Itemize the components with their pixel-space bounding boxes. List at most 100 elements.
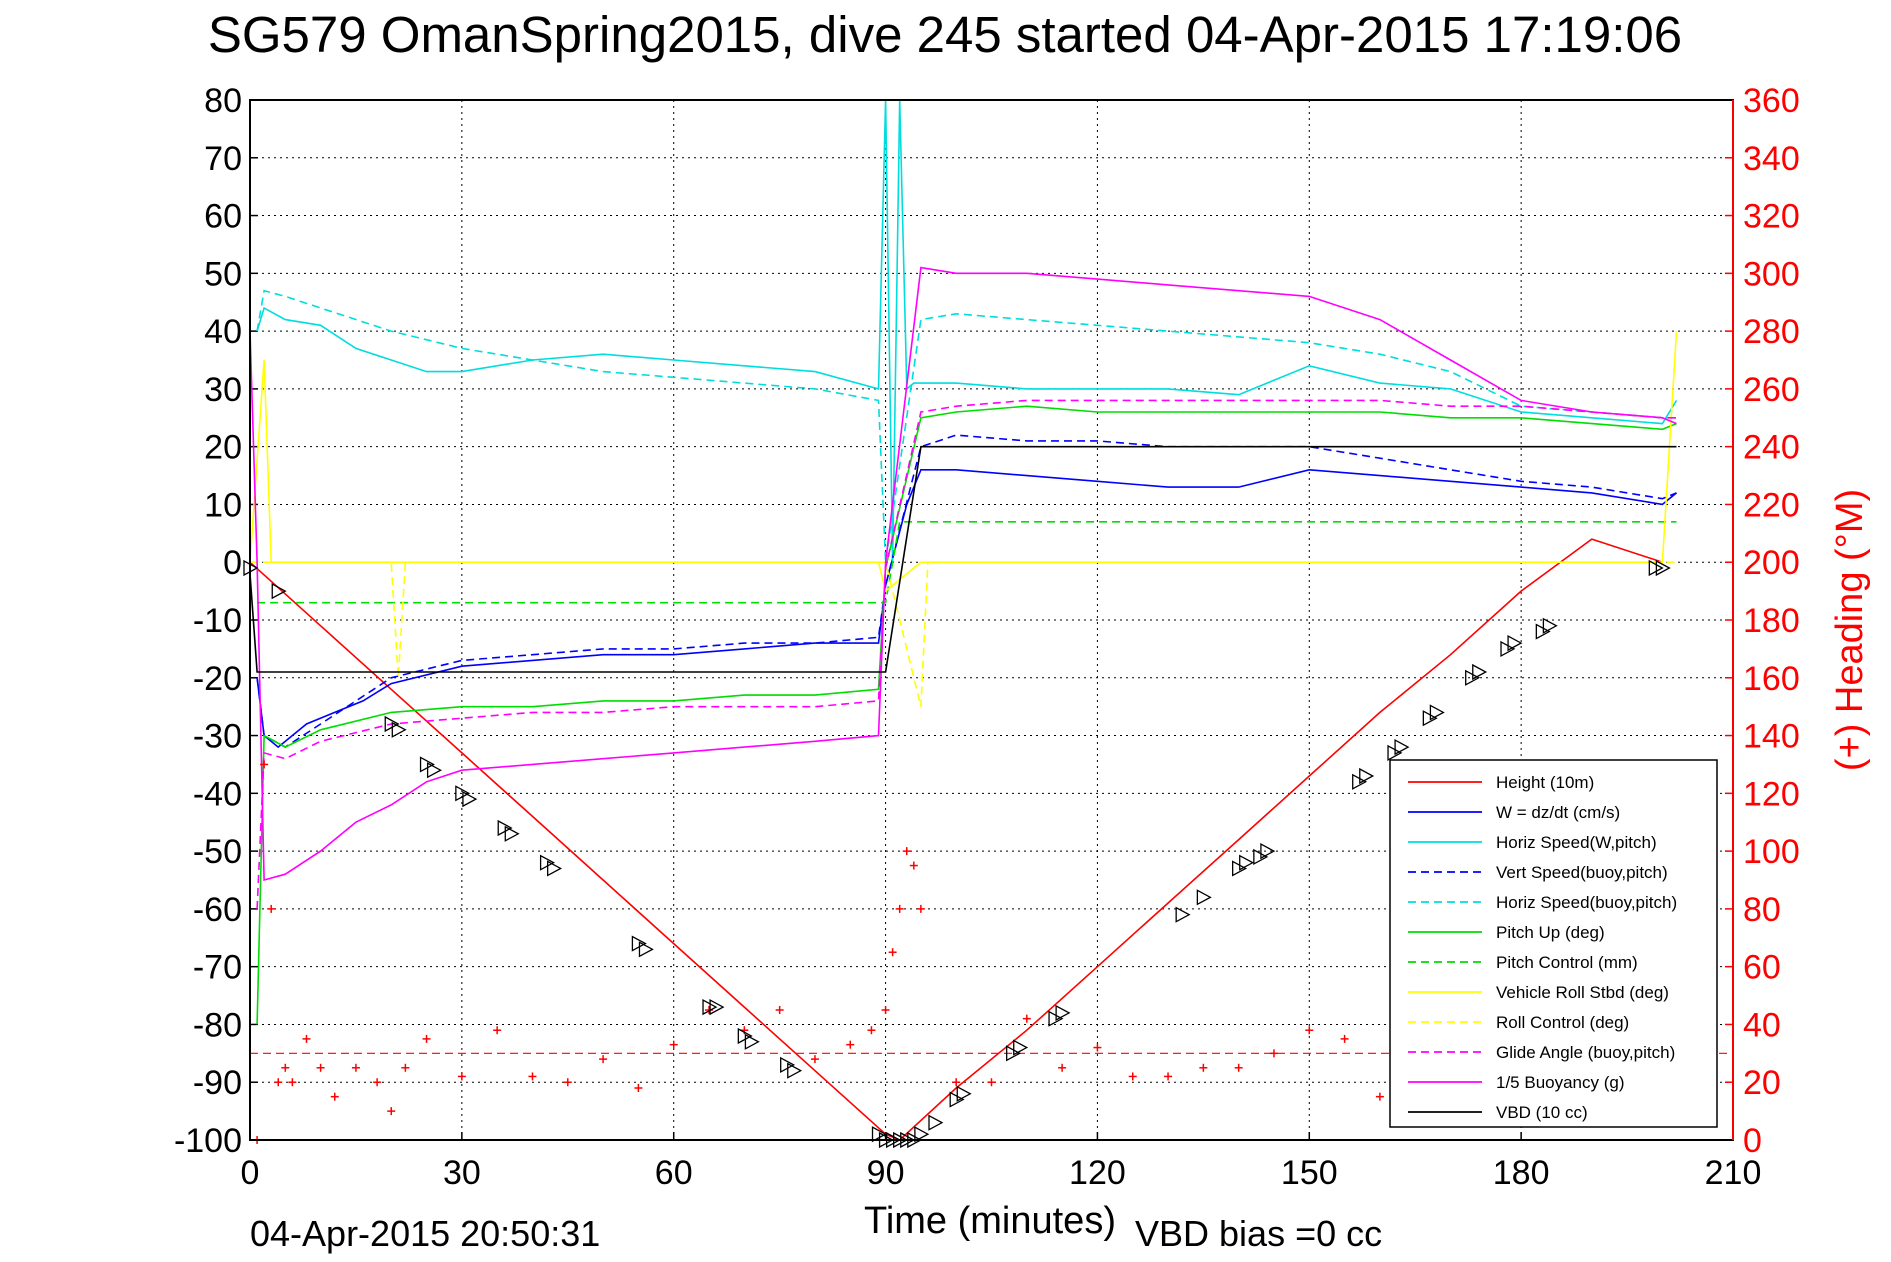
dive-triangle-marker bbox=[1655, 559, 1671, 577]
x-tick-label: 0 bbox=[241, 1154, 260, 1192]
heading-marker bbox=[563, 1078, 572, 1087]
y-tick-label: 0 bbox=[223, 544, 242, 582]
legend-label: Pitch Up (deg) bbox=[1496, 923, 1605, 942]
series-line-w-dz-dt-cm-s bbox=[256, 468, 1678, 749]
y-tick-label: -100 bbox=[174, 1122, 242, 1160]
y2-tick-label: 40 bbox=[1743, 1006, 1781, 1044]
heading-marker bbox=[1340, 1034, 1349, 1043]
x-axis: 0 30 60 90 120 150 180 210 bbox=[241, 1132, 1761, 1192]
y-tick-label: 20 bbox=[204, 429, 242, 467]
series-line-pitch-control-mm bbox=[257, 520, 1677, 604]
heading-marker bbox=[1375, 1092, 1384, 1101]
y2-tick-label: 320 bbox=[1743, 198, 1800, 236]
heading-marker bbox=[881, 1006, 890, 1014]
heading-marker bbox=[1269, 1049, 1278, 1058]
y2-axis-label: (+) Heading (°M) bbox=[1829, 489, 1871, 771]
y2-tick-label: 0 bbox=[1743, 1122, 1762, 1160]
y-tick-label: -20 bbox=[193, 660, 242, 698]
y2-tick-label: 340 bbox=[1743, 140, 1800, 178]
y-tick-label: -80 bbox=[193, 1006, 242, 1044]
footer-date: 04-Apr-2015 20:50:31 bbox=[250, 1213, 600, 1254]
heading-marker bbox=[888, 948, 897, 957]
y-tick-label: 60 bbox=[204, 198, 242, 236]
x-tick-label: 120 bbox=[1069, 1154, 1126, 1192]
x-tick-label: 60 bbox=[655, 1154, 693, 1192]
dive-triangle-marker bbox=[391, 721, 407, 738]
y-tick-label: -30 bbox=[193, 718, 242, 756]
heading-marker bbox=[281, 1063, 290, 1072]
dive-triangle-marker bbox=[1239, 854, 1255, 871]
series-line-roll-control-deg bbox=[250, 561, 1677, 707]
x-tick-label: 90 bbox=[867, 1154, 905, 1192]
y2-tick-label: 200 bbox=[1743, 544, 1800, 582]
dive-triangle-marker bbox=[914, 1126, 930, 1143]
y-tick-label: -10 bbox=[193, 602, 242, 640]
y-tick-label: -60 bbox=[193, 891, 242, 929]
heading-marker bbox=[599, 1055, 608, 1064]
dive-triangle-marker bbox=[271, 583, 287, 600]
heading-marker bbox=[810, 1055, 819, 1064]
heading-marker bbox=[387, 1107, 396, 1116]
y2-tick-label: 100 bbox=[1743, 833, 1800, 871]
dive-triangle-marker bbox=[709, 999, 725, 1016]
legend-label: Pitch Control (mm) bbox=[1496, 953, 1638, 972]
heading-marker bbox=[1164, 1072, 1173, 1081]
x-tick-label: 30 bbox=[443, 1154, 481, 1192]
y-tick-label: -50 bbox=[193, 833, 242, 871]
heading-marker bbox=[1093, 1043, 1102, 1052]
heading-marker bbox=[916, 904, 925, 913]
heading-marker bbox=[1199, 1063, 1208, 1072]
dive-triangle-marker bbox=[504, 825, 520, 842]
heading-marker bbox=[846, 1040, 855, 1049]
series-layer bbox=[249, 99, 1733, 1141]
dive-triangle-marker bbox=[1542, 617, 1558, 634]
y2-tick-label: 360 bbox=[1743, 82, 1800, 120]
dive-triangle-marker bbox=[638, 941, 654, 958]
heading-marker bbox=[373, 1078, 382, 1087]
dive-triangle-marker bbox=[462, 791, 478, 808]
y2-tick-label: 160 bbox=[1743, 660, 1800, 698]
dive-triangle-marker bbox=[426, 762, 442, 779]
dive-triangle-marker bbox=[1394, 739, 1410, 756]
legend-label: Horiz Speed(W,pitch) bbox=[1496, 833, 1657, 852]
y-axis-left: 80 70 60 50 40 30 20 10 0 -10 -20 -30 -40 -50 -60 -70 -8… bbox=[174, 82, 258, 1160]
series-line-horiz-speed-buoy-pitch bbox=[256, 289, 1677, 563]
heading-marker bbox=[775, 1006, 784, 1014]
heading-marker bbox=[669, 1040, 678, 1049]
heading-marker bbox=[987, 1078, 996, 1087]
heading-marker bbox=[422, 1034, 431, 1043]
y2-tick-label: 20 bbox=[1743, 1064, 1781, 1102]
x-tick-label: 150 bbox=[1281, 1154, 1338, 1192]
heading-marker bbox=[952, 1078, 961, 1087]
heading-marker bbox=[302, 1034, 311, 1043]
y2-tick-label: 120 bbox=[1743, 775, 1800, 813]
legend-label: W = dz/dt (cm/s) bbox=[1496, 803, 1620, 822]
y-tick-label: -90 bbox=[193, 1064, 242, 1102]
y-axis-right: 3603403203002802602402202001801601401201… bbox=[1725, 82, 1800, 1160]
y-tick-label: -40 bbox=[193, 775, 242, 813]
heading-marker bbox=[1058, 1063, 1067, 1072]
legend-label: VBD (10 cc) bbox=[1496, 1103, 1588, 1122]
y2-tick-label: 60 bbox=[1743, 949, 1781, 987]
legend-label: Vehicle Roll Stbd (deg) bbox=[1496, 983, 1669, 1002]
y2-tick-label: 220 bbox=[1743, 486, 1800, 524]
y-tick-label: 40 bbox=[204, 313, 242, 351]
heading-marker-layer bbox=[253, 760, 1667, 1144]
heading-marker bbox=[867, 1026, 876, 1035]
series-line-vehicle-roll-stbd-deg bbox=[249, 331, 1678, 593]
y2-tick-label: 300 bbox=[1743, 255, 1800, 293]
heading-marker bbox=[493, 1026, 502, 1035]
series-line-vert-speed-buoy-pitch bbox=[256, 434, 1677, 749]
dive-triangle-marker bbox=[787, 1062, 803, 1079]
dive-triangle-marker bbox=[1359, 767, 1375, 785]
heading-marker bbox=[902, 847, 911, 856]
y-tick-label: 80 bbox=[204, 82, 242, 120]
footer-vbd-bias: VBD bias =0 cc bbox=[1135, 1213, 1382, 1254]
y2-tick-label: 240 bbox=[1743, 429, 1800, 467]
y-tick-label: 10 bbox=[204, 486, 242, 524]
heading-marker bbox=[267, 904, 276, 913]
legend-label: Height (10m) bbox=[1496, 773, 1594, 792]
x-tick-label: 180 bbox=[1493, 1154, 1550, 1192]
heading-marker bbox=[457, 1072, 466, 1081]
chart-title: SG579 OmanSpring2015, dive 245 started 0… bbox=[208, 6, 1682, 63]
